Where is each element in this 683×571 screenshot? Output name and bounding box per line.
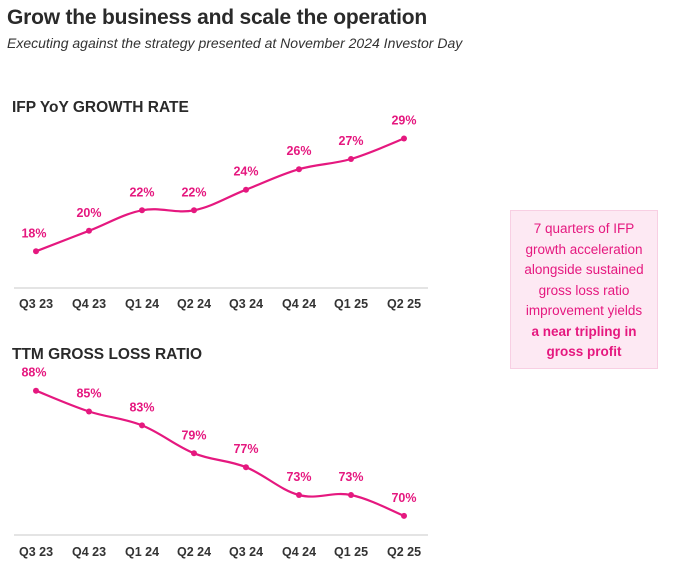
data-label-1-2: 83% (129, 400, 154, 414)
callout-box: 7 quarters of IFP growth acceleration al… (510, 210, 658, 369)
data-point-0-1 (86, 227, 92, 234)
data-point-1-0 (33, 387, 39, 394)
series-line-1 (34, 389, 406, 517)
tick-label-1-3: Q2 24 (177, 545, 211, 559)
tick-label-1-6: Q1 25 (334, 545, 368, 559)
data-label-1-4: 77% (233, 442, 258, 456)
data-label-0-3: 22% (181, 185, 206, 199)
data-label-0-4: 24% (233, 165, 258, 179)
data-point-0-0 (33, 248, 39, 255)
growth-chart-title: IFP YoY GROWTH RATE (12, 99, 189, 116)
data-point-0-7 (401, 135, 407, 142)
data-point-0-5 (296, 166, 302, 173)
data-point-1-2 (139, 422, 145, 429)
tick-label-1-4: Q3 24 (229, 545, 263, 559)
data-label-1-0: 88% (21, 366, 46, 380)
data-label-0-0: 18% (21, 226, 46, 240)
data-label-0-1: 20% (76, 206, 101, 220)
data-label-0-7: 29% (391, 114, 416, 128)
data-point-0-4 (243, 186, 249, 193)
data-label-0-2: 22% (129, 185, 154, 199)
series-line-0 (34, 137, 406, 253)
data-label-1-5: 73% (286, 470, 311, 484)
tick-label-0-1: Q4 23 (72, 297, 106, 311)
tick-label-0-3: Q2 24 (177, 297, 211, 311)
data-label-1-1: 85% (76, 387, 101, 401)
tick-label-0-6: Q1 25 (334, 297, 368, 311)
tick-label-1-7: Q2 25 (387, 545, 421, 559)
tick-label-1-0: Q3 23 (19, 545, 53, 559)
callout-text: 7 quarters of IFP growth acceleration al… (524, 221, 644, 318)
page-subtitle: Executing against the strategy presented… (7, 35, 463, 51)
data-point-1-1 (86, 408, 92, 415)
data-point-1-7 (401, 512, 407, 519)
tick-label-1-1: Q4 23 (72, 545, 106, 559)
callout-emphasis: a near tripling in gross profit (531, 323, 637, 360)
loss-chart-title: TTM GROSS LOSS RATIO (12, 346, 203, 363)
data-point-1-5 (296, 492, 302, 498)
data-label-1-3: 79% (181, 428, 206, 442)
tick-label-0-0: Q3 23 (19, 297, 53, 311)
data-point-1-3 (191, 450, 197, 457)
data-label-0-6: 27% (338, 134, 363, 148)
page-title: Grow the business and scale the operatio… (7, 6, 428, 29)
tick-label-0-5: Q4 24 (282, 297, 316, 311)
tick-label-0-2: Q1 24 (125, 297, 159, 311)
data-point-1-6 (348, 492, 354, 498)
tick-label-1-2: Q1 24 (125, 545, 159, 559)
data-label-1-6: 73% (338, 470, 363, 484)
data-point-0-3 (191, 207, 197, 214)
tick-label-0-7: Q2 25 (387, 297, 421, 311)
data-label-0-5: 26% (286, 144, 311, 158)
data-point-0-2 (139, 207, 145, 214)
tick-label-1-5: Q4 24 (282, 545, 316, 559)
data-point-0-6 (348, 156, 354, 162)
data-point-1-4 (243, 464, 249, 471)
tick-label-0-4: Q3 24 (229, 297, 263, 311)
data-label-1-7: 70% (391, 491, 416, 505)
